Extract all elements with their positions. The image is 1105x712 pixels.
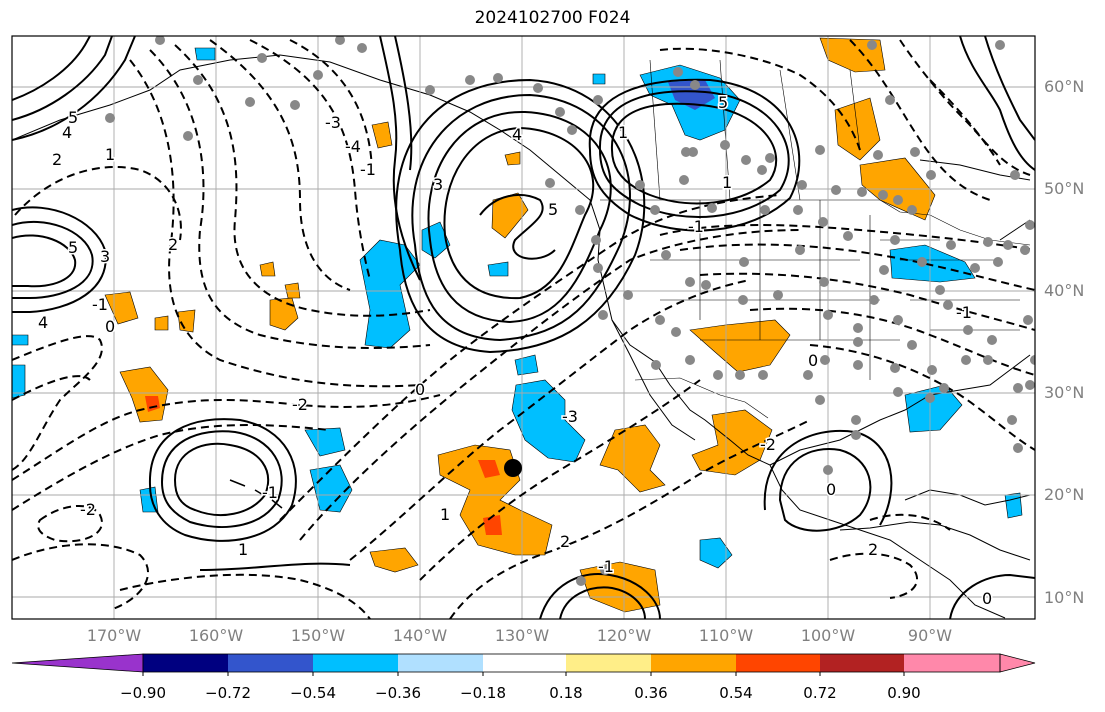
contour-label: 5 (68, 238, 78, 257)
colorbar-tick-label: 0.72 (803, 684, 837, 702)
contour-label: 4 (38, 313, 48, 332)
colorbar-tick-label: −0.36 (375, 684, 421, 702)
contour-label: 0 (826, 480, 836, 499)
colorbar-tick-label: 0.18 (549, 684, 583, 702)
lon-label: 150°W (290, 626, 346, 645)
station-dots (105, 36, 1035, 586)
contour-label: 5 (548, 200, 558, 219)
colorbar-segment (820, 654, 904, 672)
contour-label: -2 (292, 395, 308, 414)
contour-label: 1 (722, 173, 732, 192)
contour-label: 0 (808, 351, 818, 370)
colorbar-tick-label: 0.90 (887, 684, 921, 702)
colorbar-segment (651, 654, 736, 672)
colorbar-segment (566, 654, 651, 672)
lat-label: 40°N (1044, 281, 1085, 300)
contour-label: 0 (415, 380, 425, 399)
negative-anomaly-patches (12, 47, 1023, 569)
contour-label: 4 (62, 123, 72, 142)
contour-label: -2 (80, 500, 96, 519)
colorbar-tick-label: −0.18 (460, 684, 506, 702)
colorbar-segment (904, 654, 1000, 672)
colorbar-segment (483, 654, 566, 672)
contour-label: -2 (760, 435, 776, 454)
storm-center-marker (504, 459, 522, 477)
contour-label-layer: 542 15 34 0-12-2-3-4-1012-1-353451-20101-1-… (37, 92, 994, 610)
contour-label: -1 (598, 557, 614, 576)
colorbar-extend-low (11, 653, 144, 673)
contour-label: 2 (560, 532, 570, 551)
contour-label: 2 (52, 150, 62, 169)
colorbar-segment (313, 654, 398, 672)
contour-label: 2 (868, 540, 878, 559)
contour-label: 1 (105, 145, 115, 164)
contour-label: -3 (562, 407, 578, 426)
contour-label: 3 (100, 247, 110, 266)
lon-label: 120°W (596, 626, 652, 645)
contour-label: -1 (262, 483, 278, 502)
contour-label: 1 (238, 540, 248, 559)
contour-label: 4 (512, 125, 522, 144)
negative-contours (12, 39, 1035, 619)
graticule (12, 36, 1035, 619)
colorbar-segment (736, 654, 820, 672)
contour-label: 0 (105, 317, 115, 336)
map-title: 2024102700 F024 (474, 8, 631, 28)
colorbar-tick-label: 0.36 (634, 684, 668, 702)
contour-label: -1 (956, 303, 972, 322)
lon-label: 170°W (86, 626, 142, 645)
contour-label: 5 (68, 108, 78, 127)
positive-anomaly-patches (104, 37, 936, 613)
colorbar-segment (398, 654, 483, 672)
lon-label: 130°W (494, 626, 550, 645)
lon-label: 140°W (392, 626, 448, 645)
colorbar-segment (228, 654, 313, 672)
colorbar-tick-label: −0.72 (205, 684, 251, 702)
lat-label: 60°N (1044, 77, 1085, 96)
colorbar-extend-high (999, 653, 1036, 673)
colorbar-frame (142, 653, 1001, 673)
lat-label: 50°N (1044, 179, 1085, 198)
contour-label: -4 (345, 137, 361, 156)
colorbar-segments (11, 653, 1036, 676)
lon-label: 160°W (188, 626, 244, 645)
colorbar-tick-label: 0.54 (719, 684, 753, 702)
colorbar-tick-label: −0.54 (290, 684, 336, 702)
contour-label: 2 (168, 235, 178, 254)
map-frame (11, 35, 1036, 620)
contour-label: 1 (618, 123, 628, 142)
lat-label: 20°N (1044, 485, 1085, 504)
lon-label: 90°W (907, 626, 953, 645)
contour-label: -1 (360, 160, 376, 179)
contour-label: 1 (440, 505, 450, 524)
lon-label: 110°W (698, 626, 754, 645)
colorbar-segment (143, 654, 228, 672)
lat-label: 10°N (1044, 588, 1085, 607)
lat-label: 30°N (1044, 383, 1085, 402)
colorbar-tick-label: −0.90 (120, 684, 166, 702)
contour-label: 5 (718, 93, 728, 112)
contour-label: -3 (325, 113, 341, 132)
lon-label: 100°W (800, 626, 856, 645)
contour-label: 0 (982, 589, 992, 608)
contour-label: 3 (433, 175, 443, 194)
contour-label: -1 (688, 217, 704, 236)
contour-label: -1 (92, 295, 108, 314)
positive-contours (12, 36, 1035, 619)
